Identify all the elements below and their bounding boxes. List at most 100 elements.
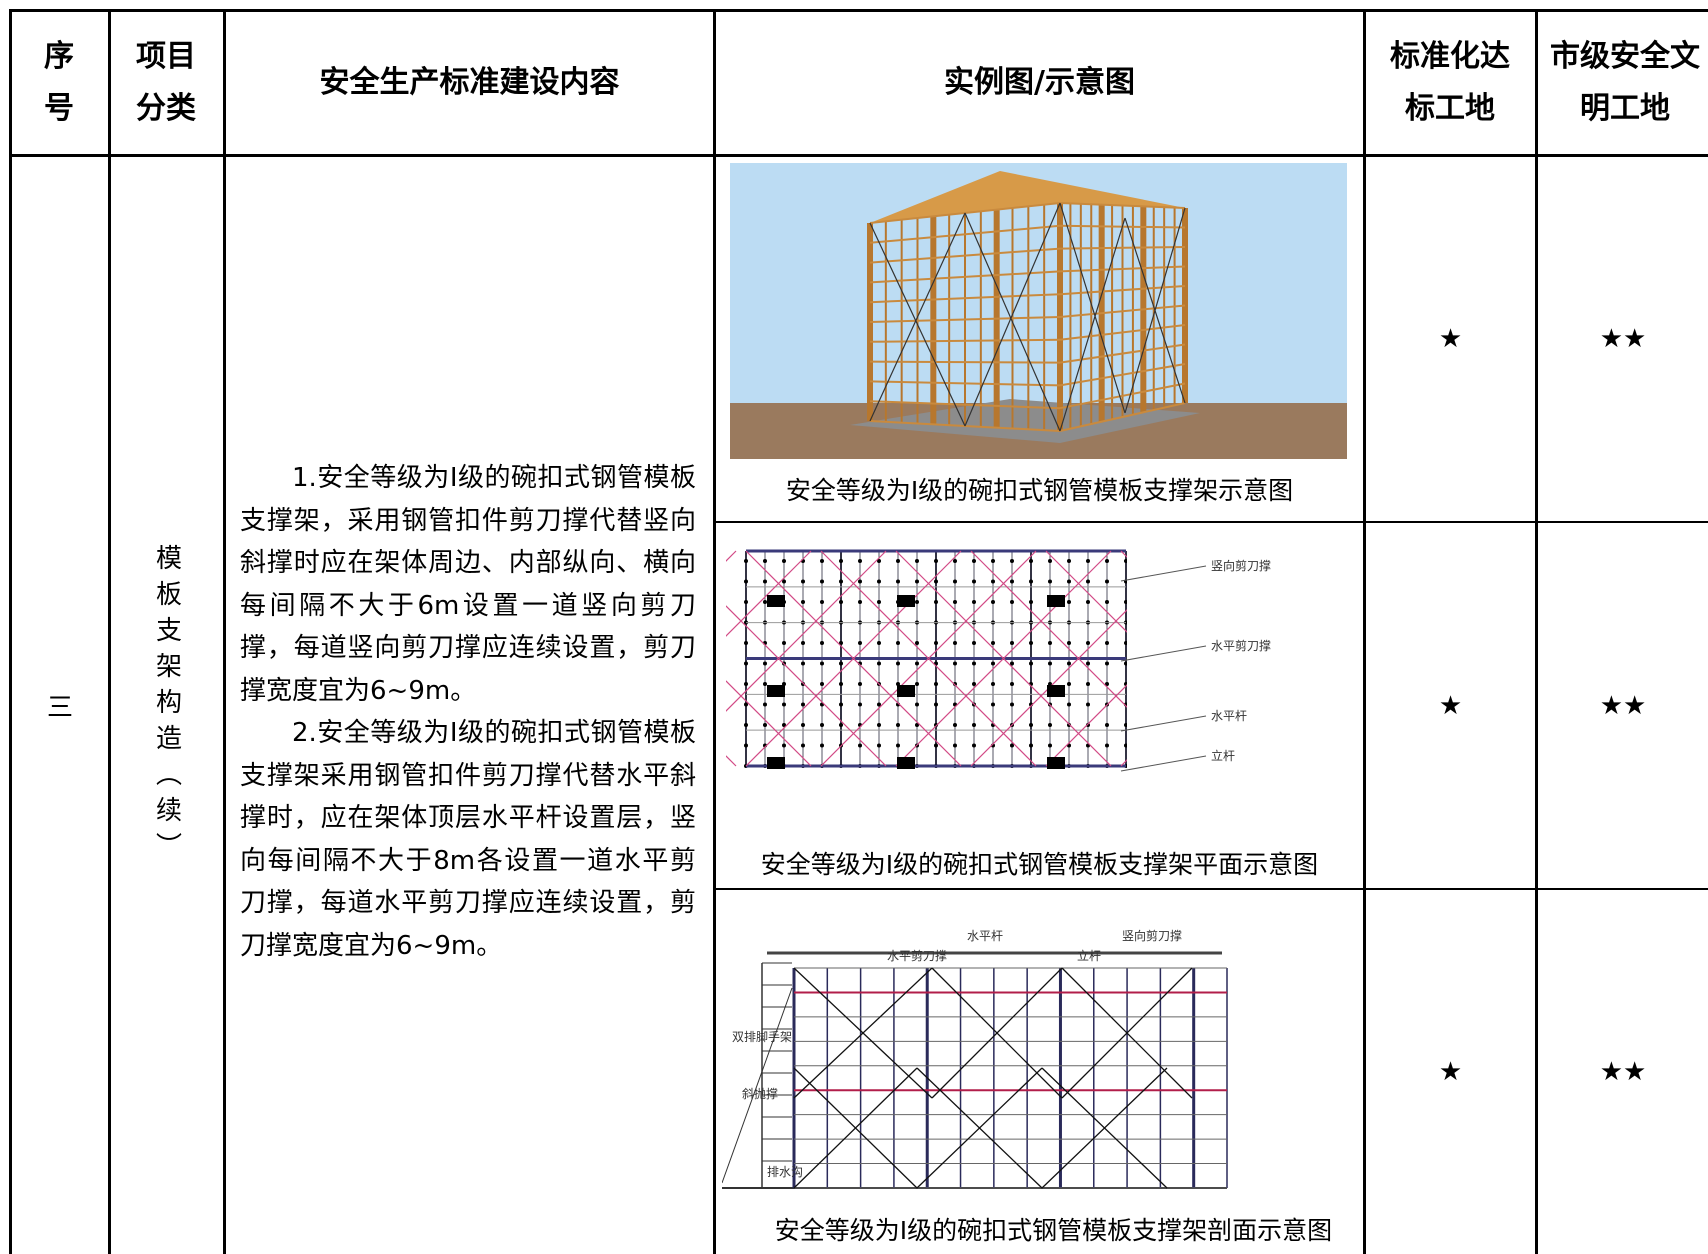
header-cell: 市级安全文明工地 (1550, 39, 1700, 126)
drawing-line (1059, 324, 1186, 341)
figure-label: 水平剪刀撑 (887, 948, 947, 963)
drawing-line (1041, 1067, 1168, 1189)
node (1086, 702, 1090, 707)
node (915, 723, 919, 727)
drawing-line (869, 212, 966, 422)
drawing-line (1059, 246, 1186, 250)
node (744, 600, 748, 604)
node (839, 723, 843, 727)
drawing-line (869, 293, 1061, 304)
node (782, 702, 786, 707)
drawing-line (1059, 343, 1186, 364)
node (858, 600, 862, 604)
node (915, 682, 919, 686)
node (1029, 743, 1033, 748)
node (877, 702, 881, 707)
node (1105, 600, 1109, 604)
node (1105, 641, 1109, 645)
column (1047, 757, 1065, 769)
node (1048, 723, 1052, 727)
node (782, 641, 786, 645)
node (1010, 600, 1014, 604)
node (1067, 661, 1071, 666)
node (877, 723, 881, 727)
node (1067, 682, 1071, 686)
figure-label: 竖向剪刀撑 (1122, 928, 1182, 943)
node (763, 579, 767, 584)
drawing-line (793, 1067, 918, 1189)
drawing-line (869, 270, 1061, 284)
node (1067, 723, 1071, 727)
drawing-line (1059, 382, 1186, 410)
figure-image (730, 163, 1347, 459)
node (839, 682, 843, 686)
node (934, 600, 938, 604)
node (1105, 682, 1109, 686)
border (715, 521, 1364, 523)
drawing-line (1124, 207, 1186, 414)
node (915, 661, 919, 666)
drawing-line (869, 247, 1061, 264)
node (877, 641, 881, 645)
node (934, 723, 938, 727)
node (991, 661, 995, 666)
drawing-line (1059, 285, 1186, 296)
node (972, 559, 976, 563)
category: 模板支架构造（续） (151, 543, 182, 868)
node (1067, 641, 1071, 645)
node (877, 661, 881, 666)
drawing-line (820, 550, 1037, 767)
node (839, 702, 843, 707)
node (915, 641, 919, 645)
node (744, 743, 748, 748)
drawing-line (869, 400, 1061, 410)
column (767, 757, 785, 769)
node (953, 661, 957, 666)
node (858, 702, 862, 707)
node (972, 723, 976, 727)
node (763, 559, 767, 563)
node (858, 559, 862, 563)
drawing-line (726, 680, 812, 767)
header-cell: 标准化达标工地 (1390, 39, 1510, 126)
caption: 安全等级为I级的碗扣式钢管模板支撑架剖面示意图 (774, 1216, 1333, 1245)
node (820, 559, 824, 563)
node (1067, 579, 1071, 584)
rating: ★★ (1599, 690, 1647, 721)
node (801, 723, 805, 727)
plan-mask (1127, 541, 1326, 823)
rating: ★ (1438, 324, 1463, 354)
node (744, 702, 748, 707)
drawing-line (1059, 304, 1186, 318)
node (896, 723, 900, 727)
node (1010, 702, 1014, 707)
node (744, 682, 748, 686)
node (915, 702, 919, 707)
node (782, 559, 786, 563)
node (839, 579, 843, 584)
node (763, 723, 767, 727)
node (953, 641, 957, 645)
drawing-line (793, 967, 933, 1099)
node (1105, 743, 1109, 748)
drawing-line (726, 550, 887, 712)
node (972, 743, 976, 748)
node (820, 661, 824, 666)
drawing-line (931, 967, 1063, 1099)
node (763, 682, 767, 686)
node (744, 661, 748, 666)
drawing-line (869, 380, 1061, 387)
node (896, 661, 900, 666)
node (801, 579, 805, 584)
node (839, 641, 843, 645)
node (820, 682, 824, 686)
border (108, 9, 111, 1254)
drawing-line (869, 338, 1061, 343)
drawing-line (869, 224, 1061, 244)
node (801, 702, 805, 707)
node (972, 682, 976, 686)
drawing-line (1059, 402, 1186, 432)
node (953, 600, 957, 604)
node (934, 702, 938, 707)
